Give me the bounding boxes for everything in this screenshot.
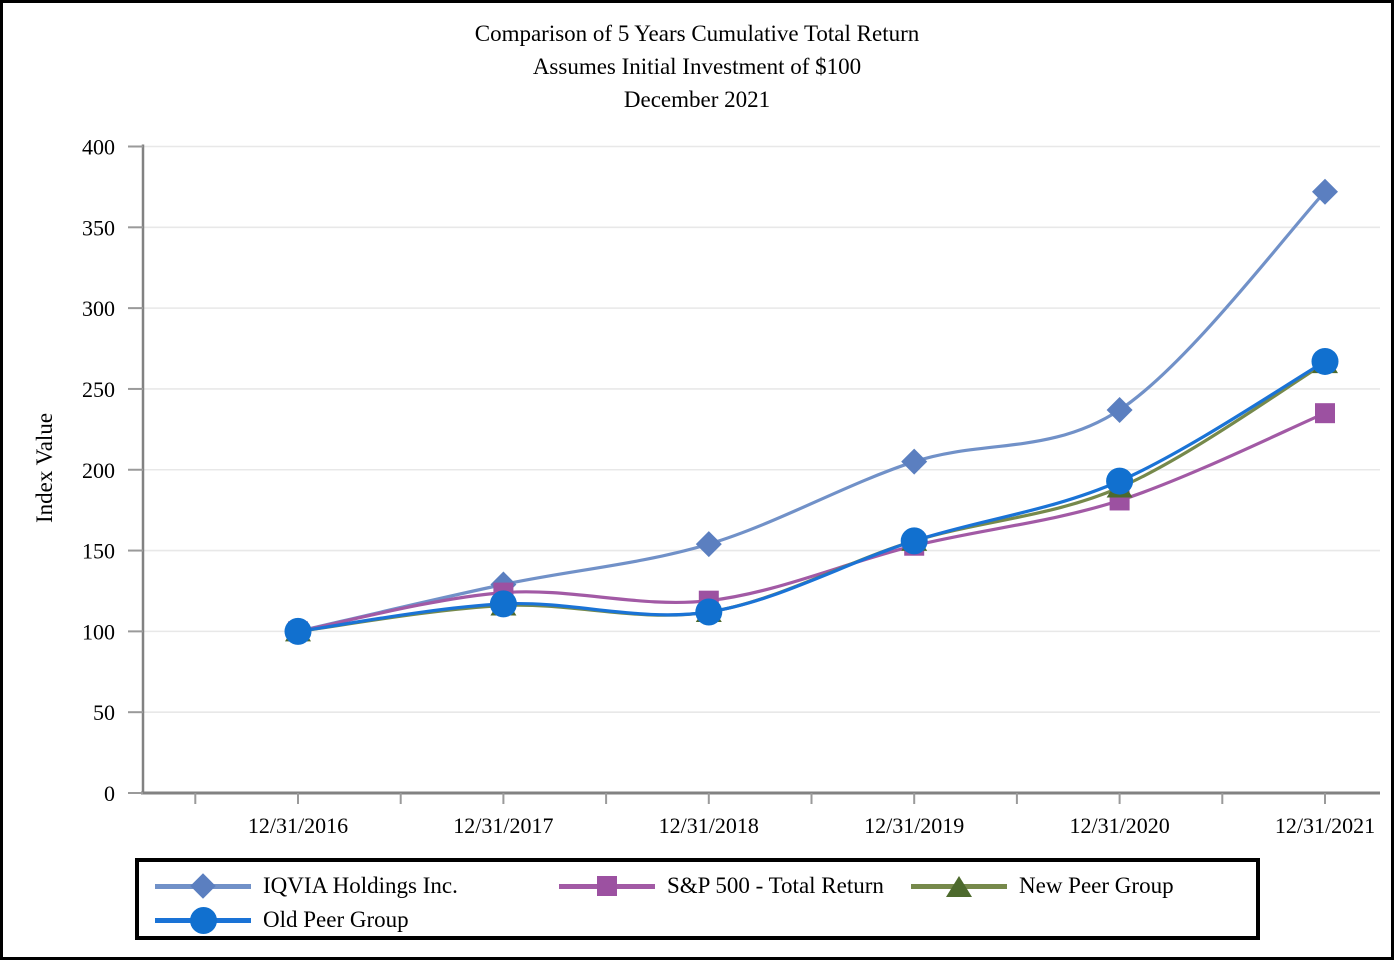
x-tick-label-2: 12/31/2018	[659, 813, 759, 838]
axes: 0 50 100 150 200 250 300 350 400 12/31/2016 12/31/…	[82, 135, 1380, 838]
chart-title-line-3: December 2021	[623, 87, 771, 112]
circle-marker-point-2	[695, 598, 723, 626]
legend-item-iqvia: IQVIA Holdings Inc.	[155, 872, 458, 900]
series-old-peer-group	[284, 347, 1339, 645]
series-line	[297, 411, 1326, 633]
diamond-marker-point-5	[1312, 178, 1338, 205]
sp500-square-marker-icon	[559, 872, 655, 900]
x-tick-label-3: 12/31/2019	[864, 813, 964, 838]
legend-label-new-peer-group: New Peer Group	[1019, 873, 1174, 898]
series-line	[297, 190, 1327, 633]
x-tick-label-1: 12/31/2017	[453, 813, 553, 838]
iqvia-diamond-marker-icon	[155, 872, 251, 900]
y-tick-label-100: 100	[82, 619, 115, 644]
x-tick-label-4: 12/31/2020	[1069, 813, 1169, 838]
series-iqvia-holdings-inc	[285, 178, 1338, 645]
x-tick-label-5: 12/31/2021	[1275, 813, 1375, 838]
series-line	[297, 361, 1326, 633]
old-peer-circle-marker-icon	[155, 906, 251, 934]
y-tick-label-300: 300	[82, 296, 115, 321]
diamond-marker-point-2	[695, 531, 722, 558]
circle-marker-point-1	[489, 590, 517, 618]
chart-title-line-2: Assumes Initial Investment of $100	[532, 54, 862, 79]
y-tick-label-0: 0	[104, 781, 115, 806]
circle-marker-point-5	[1311, 347, 1339, 375]
y-tick-label-250: 250	[82, 377, 115, 402]
chart-title-block: Comparison of 5 Years Cumulative Total R…	[3, 17, 1391, 116]
square-marker-point-5	[1315, 403, 1335, 424]
y-tick-label-50: 50	[93, 700, 115, 725]
y-tick-label-150: 150	[82, 539, 115, 564]
legend-item-old-peer-group: Old Peer Group	[155, 906, 409, 934]
x-tick-label-0: 12/31/2016	[248, 813, 348, 838]
legend-box: IQVIA Holdings Inc. S&P 500 - Total Retu…	[135, 858, 1260, 940]
legend-label-sp500: S&P 500 - Total Return	[667, 873, 884, 898]
series-line	[297, 360, 1326, 633]
y-tick-label-200: 200	[82, 458, 115, 483]
legend-label-iqvia: IQVIA Holdings Inc.	[263, 873, 458, 898]
circle-marker-point-0	[284, 617, 312, 645]
series-s-p-500-total-return	[288, 403, 1335, 642]
new-peer-triangle-marker-icon	[911, 872, 1007, 900]
y-tick-label-350: 350	[82, 215, 115, 240]
diamond-marker-point-3	[901, 448, 928, 475]
line-chart-plot-area: 0 50 100 150 200 250 300 350 400 12/31/2016 12/31/…	[82, 135, 1380, 838]
circle-marker-point-4	[1106, 467, 1134, 495]
diamond-marker-point-4	[1106, 396, 1133, 423]
legend-item-sp500: S&P 500 - Total Return	[559, 872, 884, 900]
chart-title-line-1: Comparison of 5 Years Cumulative Total R…	[474, 21, 920, 46]
circle-marker-point-3	[900, 527, 928, 555]
legend-item-new-peer-group: New Peer Group	[911, 872, 1174, 900]
gridlines	[143, 145, 1380, 713]
legend-label-old-peer-group: Old Peer Group	[263, 907, 409, 932]
y-tick-label-400: 400	[82, 135, 115, 160]
